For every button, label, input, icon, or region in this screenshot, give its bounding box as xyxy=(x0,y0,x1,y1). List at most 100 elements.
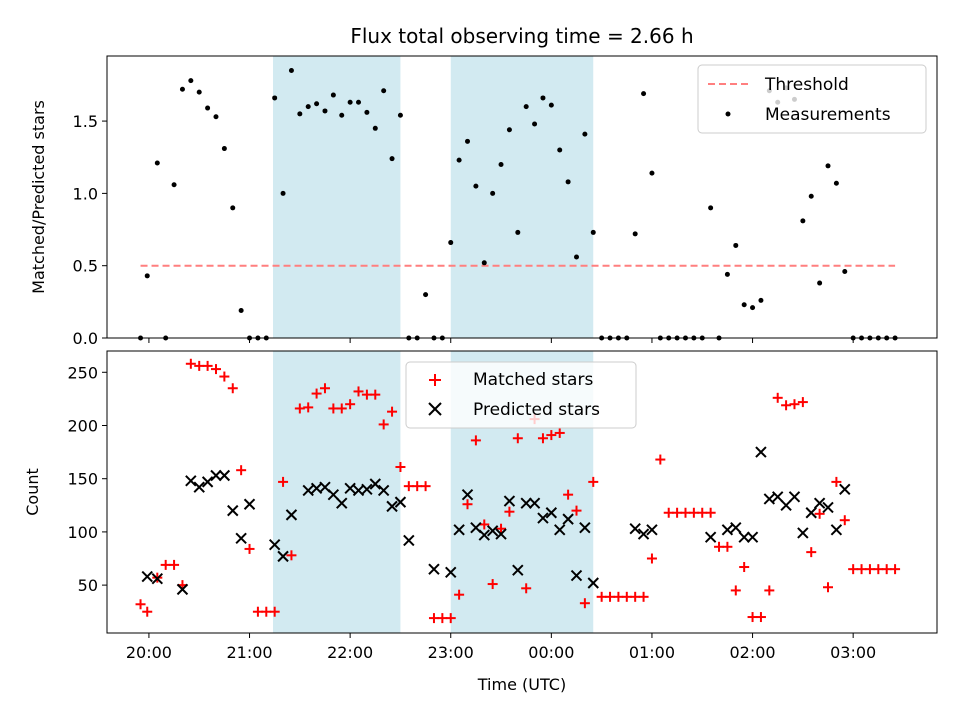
matched-star-point xyxy=(236,465,247,476)
measurement-point xyxy=(817,280,823,286)
measurement-point xyxy=(532,121,538,127)
measurement-point xyxy=(708,205,714,211)
top-y-tick-label: 1.0 xyxy=(73,184,98,203)
predicted-star-point xyxy=(839,483,851,496)
predicted-star-point xyxy=(528,497,541,509)
matched-star-point xyxy=(278,476,289,487)
matched-star-point xyxy=(135,599,146,610)
measurement-point xyxy=(238,308,244,314)
predicted-star-point xyxy=(805,507,817,519)
predicted-star-point xyxy=(302,484,314,497)
measurement-point xyxy=(272,95,278,101)
matched-star-point xyxy=(864,564,875,575)
predicted-star-point xyxy=(336,497,348,509)
matched-star-point xyxy=(848,564,859,575)
measurement-point xyxy=(356,99,362,105)
predicted-star-point xyxy=(193,481,205,493)
matched-star-point xyxy=(479,519,490,530)
matched-star-point xyxy=(370,389,381,400)
measurement-point xyxy=(515,229,521,235)
predicted-star-point xyxy=(780,499,792,512)
matched-star-point xyxy=(646,553,657,564)
matched-star-point xyxy=(722,541,733,552)
measurement-point xyxy=(339,112,345,118)
measurement-point xyxy=(741,302,747,308)
matched-star-point xyxy=(655,454,666,465)
predicted-star-point xyxy=(486,525,499,537)
measurement-point xyxy=(280,190,286,196)
measurement-point xyxy=(649,170,655,176)
matched-star-point xyxy=(890,564,901,575)
measurement-point xyxy=(750,305,756,311)
matched-star-point xyxy=(638,591,649,602)
matched-star-point xyxy=(755,612,766,623)
x-tick-label: 22:00 xyxy=(327,643,373,662)
predicted-star-point xyxy=(344,482,356,494)
measurement-point xyxy=(565,179,571,185)
predicted-star-point xyxy=(201,476,214,488)
predicted-star-point xyxy=(637,528,650,540)
matched-star-point xyxy=(714,541,725,552)
bottom-legend: Matched stars Predicted stars xyxy=(405,361,637,429)
measurement-point xyxy=(842,268,848,274)
measurement-point xyxy=(465,138,471,144)
chart-title: Flux total observing time = 2.66 h xyxy=(350,24,693,48)
matched-star-point xyxy=(739,562,750,573)
matched-star-point xyxy=(881,564,892,575)
legend-measurements-label: Measurements xyxy=(765,105,891,125)
legend-predicted-swatch xyxy=(428,402,442,416)
x-tick-label: 21:00 xyxy=(226,643,272,662)
measurement-point xyxy=(573,254,579,260)
predicted-star-point xyxy=(755,446,767,458)
predicted-star-point xyxy=(403,534,415,547)
matched-star-point xyxy=(142,606,153,617)
matched-star-point xyxy=(688,507,699,518)
measurement-point xyxy=(314,101,320,107)
matched-star-point xyxy=(210,364,221,375)
predicted-star-point xyxy=(369,478,381,490)
matched-star-point xyxy=(789,399,800,410)
predicted-star-point xyxy=(210,469,222,482)
measurement-point xyxy=(473,183,479,189)
predicted-star-point xyxy=(428,563,440,575)
predicted-star-point xyxy=(218,469,231,482)
predicted-star-point xyxy=(185,475,197,487)
predicted-star-point xyxy=(562,513,574,525)
matched-star-point xyxy=(521,583,532,594)
predicted-star-point xyxy=(738,531,750,543)
matched-star-point xyxy=(672,507,683,518)
top-legend-box xyxy=(697,64,927,134)
bottom-legend-box xyxy=(405,361,637,429)
matched-star-point xyxy=(319,383,330,394)
measurement-point xyxy=(230,205,236,211)
matched-star-point xyxy=(194,360,205,371)
matched-star-point xyxy=(764,585,775,596)
x-tick-label: 02:00 xyxy=(730,643,776,662)
measurement-point xyxy=(423,292,429,298)
matched-star-point xyxy=(579,598,590,609)
predicted-star-point xyxy=(520,497,532,509)
measurement-point xyxy=(557,147,563,153)
predicted-star-point xyxy=(646,524,658,536)
measurement-point xyxy=(397,112,403,118)
matched-star-point xyxy=(823,582,834,593)
predicted-star-point xyxy=(285,509,298,521)
predicted-star-point xyxy=(176,583,189,596)
measurement-point xyxy=(372,125,378,131)
matched-star-point xyxy=(546,430,557,441)
top-shaded-regions xyxy=(273,56,594,338)
measurement-point xyxy=(154,160,160,166)
bottom-y-axis-label: Count xyxy=(23,468,42,516)
predicted-star-point xyxy=(243,498,256,510)
measurement-point xyxy=(389,156,395,162)
matched-star-point xyxy=(445,613,456,624)
predicted-star-point xyxy=(554,524,566,536)
matched-star-point xyxy=(797,397,808,408)
measurement-point xyxy=(540,95,546,101)
matched-star-point xyxy=(185,358,196,369)
measurement-point xyxy=(297,111,303,117)
measurement-point xyxy=(188,78,194,84)
measurement-point xyxy=(330,92,336,98)
measurement-point xyxy=(381,88,387,94)
matched-star-point xyxy=(705,507,716,518)
